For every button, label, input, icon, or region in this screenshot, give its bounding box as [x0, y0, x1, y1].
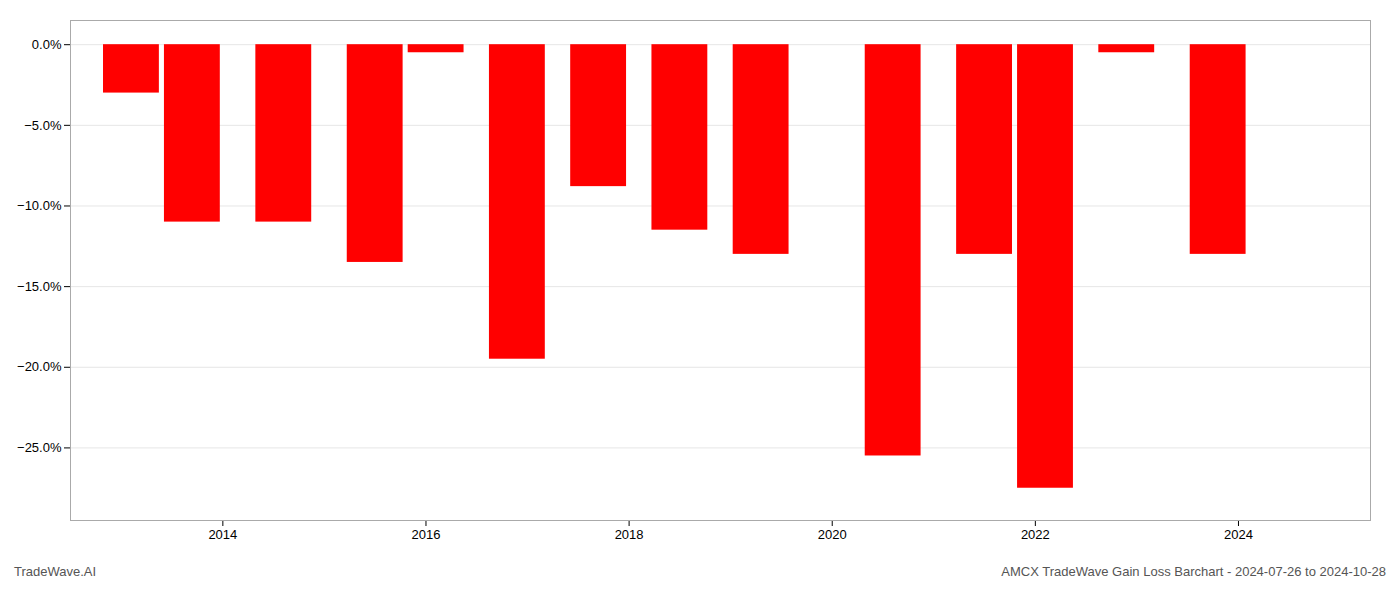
svg-text:−10.0%: −10.0% — [17, 198, 62, 213]
svg-text:2018: 2018 — [615, 527, 644, 542]
svg-text:0.0%: 0.0% — [32, 37, 62, 52]
svg-text:−20.0%: −20.0% — [17, 359, 62, 374]
svg-text:−15.0%: −15.0% — [17, 279, 62, 294]
svg-text:2024: 2024 — [1224, 527, 1253, 542]
html-text:TradeWave.AI: TradeWave.AI — [14, 564, 97, 579]
svg-text:−5.0%: −5.0% — [24, 117, 62, 132]
svg-text:2014: 2014 — [208, 527, 237, 542]
svg-text:2022: 2022 — [1021, 527, 1050, 542]
html-text:AMCX TradeWave Gain Loss Barch: AMCX TradeWave Gain Loss Barchart - 2024… — [1001, 564, 1386, 579]
svg-text:−25.0%: −25.0% — [17, 440, 62, 455]
svg-text:2016: 2016 — [412, 527, 441, 542]
svg-text:2020: 2020 — [818, 527, 847, 542]
